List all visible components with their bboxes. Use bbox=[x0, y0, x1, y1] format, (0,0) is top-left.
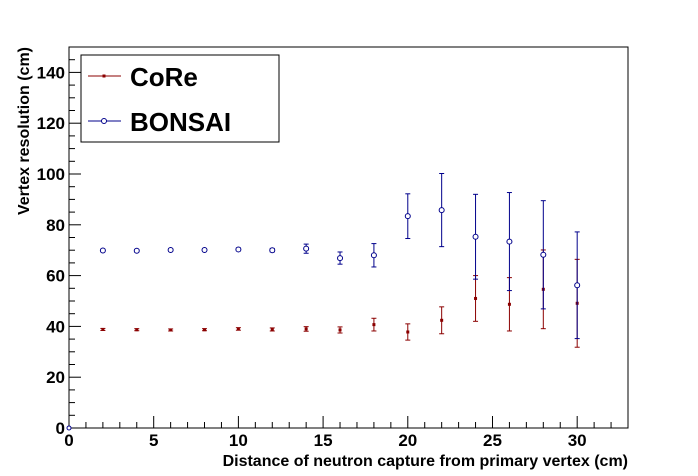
series-bonsai bbox=[99, 172, 581, 340]
data-point bbox=[474, 296, 478, 300]
data-point bbox=[269, 247, 276, 254]
data-point bbox=[540, 251, 547, 258]
x-tick-label: 0 bbox=[64, 431, 73, 450]
x-tick-label: 15 bbox=[314, 431, 333, 450]
x-tick-label: 25 bbox=[483, 431, 502, 450]
legend-box bbox=[80, 54, 280, 143]
data-point bbox=[406, 330, 410, 334]
data-point bbox=[304, 327, 308, 331]
data-point bbox=[169, 328, 173, 332]
data-point bbox=[438, 207, 445, 214]
data-point bbox=[472, 233, 479, 240]
legend-bonsai-label: BONSAI bbox=[130, 107, 231, 137]
data-points bbox=[66, 172, 581, 431]
data-point bbox=[99, 247, 106, 254]
data-point bbox=[337, 255, 344, 262]
data-point bbox=[506, 238, 513, 245]
data-point bbox=[270, 327, 274, 331]
axis-ticks: 0 5 10 15 20 25 30 0 20 40 60 80 100 120 140 bbox=[37, 46, 629, 450]
x-axis-title: Distance of neutron capture from primary… bbox=[223, 453, 628, 470]
data-point bbox=[135, 328, 139, 332]
y-tick-label: 140 bbox=[37, 63, 65, 82]
y-tick-label: 0 bbox=[56, 419, 65, 438]
legend-core-label: CoRe bbox=[130, 62, 198, 92]
y-tick-label: 100 bbox=[37, 165, 65, 184]
y-axis-title: Vertex resolution (cm) bbox=[16, 47, 33, 215]
y-tick-label: 120 bbox=[37, 114, 65, 133]
y-tick-label: 20 bbox=[46, 368, 65, 387]
data-point bbox=[338, 328, 342, 332]
data-point bbox=[235, 246, 242, 253]
data-point bbox=[303, 245, 310, 252]
data-point bbox=[133, 247, 140, 254]
data-point bbox=[236, 327, 240, 331]
legend: CoRe BONSAI bbox=[80, 54, 280, 143]
data-point bbox=[372, 323, 376, 327]
legend-bonsai-marker bbox=[101, 118, 107, 124]
x-tick-label: 30 bbox=[568, 431, 587, 450]
y-tick-label: 60 bbox=[46, 267, 65, 286]
data-point bbox=[404, 213, 411, 220]
data-point bbox=[203, 328, 207, 332]
x-tick-label: 5 bbox=[149, 431, 158, 450]
data-point bbox=[440, 318, 444, 322]
data-point bbox=[167, 246, 174, 253]
data-point bbox=[574, 282, 581, 289]
x-tick-label: 10 bbox=[229, 431, 248, 450]
origin-point bbox=[66, 425, 72, 431]
y-tick-label: 40 bbox=[46, 317, 65, 336]
data-point bbox=[101, 327, 105, 331]
y-tick-label: 80 bbox=[46, 216, 65, 235]
legend-core-marker bbox=[102, 74, 106, 78]
data-point bbox=[370, 252, 377, 259]
data-point bbox=[201, 246, 208, 253]
x-tick-label: 20 bbox=[398, 431, 417, 450]
data-point bbox=[507, 302, 511, 306]
